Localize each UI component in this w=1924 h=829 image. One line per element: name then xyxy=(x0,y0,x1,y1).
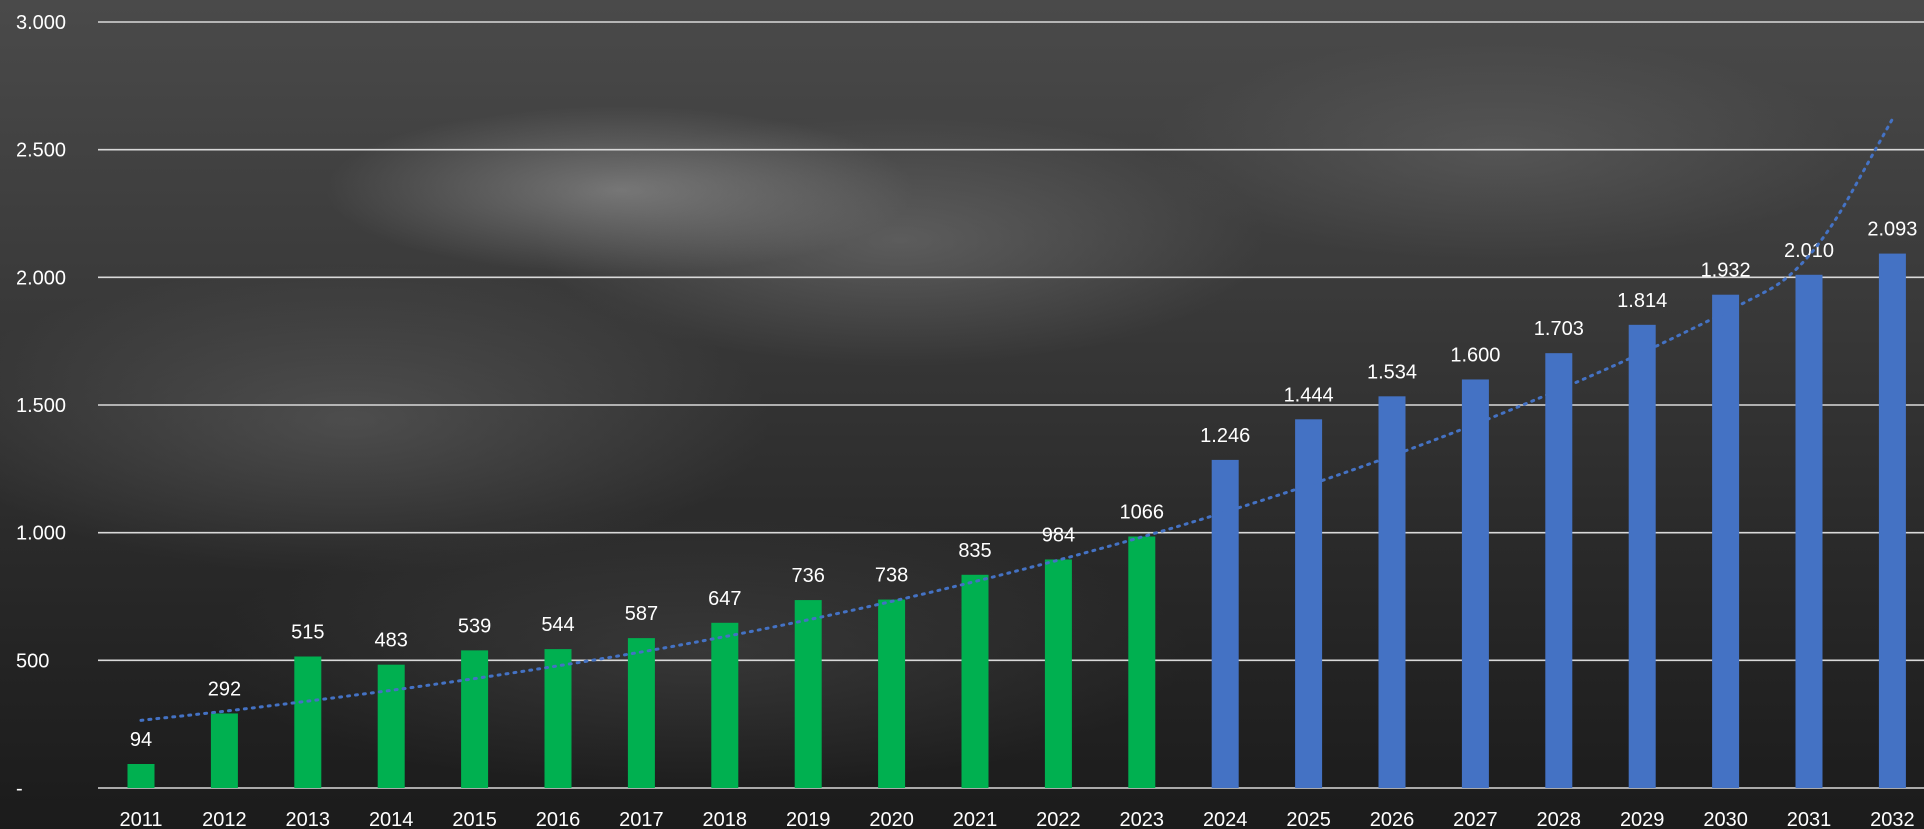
bar-2011 xyxy=(127,763,155,788)
data-label-2023: 1066 xyxy=(1120,501,1165,523)
data-label-2018: 647 xyxy=(708,588,741,610)
x-tick-label-2019: 2019 xyxy=(786,809,831,829)
bar-2018 xyxy=(711,622,739,788)
x-tick-label-2021: 2021 xyxy=(953,809,998,829)
bar-2021 xyxy=(961,574,989,788)
bar-2026 xyxy=(1378,396,1406,788)
x-tick-label-2018: 2018 xyxy=(703,809,748,829)
x-tick-label-2032: 2032 xyxy=(1870,809,1915,829)
data-label-2032: 2.093 xyxy=(1867,219,1917,241)
bar-2022 xyxy=(1044,559,1072,788)
y-tick-label: - xyxy=(16,778,23,800)
data-label-2017: 587 xyxy=(625,603,658,625)
y-tick-label: 2.000 xyxy=(16,267,66,289)
x-tick-label-2025: 2025 xyxy=(1286,809,1331,829)
bar-2032 xyxy=(1878,253,1906,788)
x-tick-label-2028: 2028 xyxy=(1537,809,1582,829)
bar-2013 xyxy=(294,656,322,788)
bar-2017 xyxy=(627,638,655,788)
y-tick-label: 1.000 xyxy=(16,523,66,545)
x-tick-label-2030: 2030 xyxy=(1703,809,1748,829)
y-tick-label: 500 xyxy=(16,650,49,672)
data-label-2012: 292 xyxy=(208,678,241,700)
x-tick-label-2013: 2013 xyxy=(286,809,331,829)
data-label-2031: 2.010 xyxy=(1784,240,1834,262)
bar-2031 xyxy=(1795,274,1823,788)
x-tick-label-2029: 2029 xyxy=(1620,809,1665,829)
bar-2014 xyxy=(377,664,405,788)
data-label-2029: 1.814 xyxy=(1617,290,1667,312)
x-tick-label-2016: 2016 xyxy=(536,809,581,829)
x-tick-label-2012: 2012 xyxy=(202,809,247,829)
data-label-2015: 539 xyxy=(458,615,491,637)
bar-2015 xyxy=(461,650,489,788)
data-label-2021: 835 xyxy=(958,540,991,562)
bar-2030 xyxy=(1712,294,1740,788)
data-label-2030: 1.932 xyxy=(1701,260,1751,282)
data-label-2026: 1.534 xyxy=(1367,361,1417,383)
x-tick-label-2026: 2026 xyxy=(1370,809,1415,829)
bar-2023 xyxy=(1128,536,1156,788)
bar-2027 xyxy=(1461,379,1489,788)
data-label-2028: 1.703 xyxy=(1534,318,1584,340)
bar-2020 xyxy=(878,599,906,788)
y-tick-label: 2.500 xyxy=(16,140,66,162)
x-tick-label-2024: 2024 xyxy=(1203,809,1248,829)
data-label-2020: 738 xyxy=(875,565,908,587)
x-tick-label-2027: 2027 xyxy=(1453,809,1498,829)
bar-2028 xyxy=(1545,353,1573,788)
bar-2016 xyxy=(544,649,572,788)
data-label-2025: 1.444 xyxy=(1284,384,1334,406)
x-tick-label-2017: 2017 xyxy=(619,809,664,829)
bar-2029 xyxy=(1628,324,1656,788)
data-label-2022: 984 xyxy=(1042,524,1075,546)
x-tick-label-2022: 2022 xyxy=(1036,809,1081,829)
data-label-2019: 736 xyxy=(792,565,825,587)
data-label-2027: 1.600 xyxy=(1450,344,1500,366)
bar-2019 xyxy=(794,600,822,788)
data-label-2016: 544 xyxy=(541,614,574,636)
y-tick-label: 1.500 xyxy=(16,395,66,417)
x-tick-label-2014: 2014 xyxy=(369,809,414,829)
bar-2025 xyxy=(1295,419,1323,788)
x-tick-label-2011: 2011 xyxy=(119,809,162,829)
data-label-2024: 1.246 xyxy=(1200,425,1250,447)
x-tick-label-2020: 2020 xyxy=(869,809,914,829)
x-tick-label-2031: 2031 xyxy=(1787,809,1832,829)
bar-2012 xyxy=(210,713,238,788)
data-label-2011: 94 xyxy=(130,729,152,751)
trendline xyxy=(139,117,1894,722)
x-tick-label-2015: 2015 xyxy=(452,809,497,829)
data-label-2014: 483 xyxy=(375,630,408,652)
y-tick-label: 3.000 xyxy=(16,12,66,34)
bar-2024 xyxy=(1211,459,1239,788)
x-tick-label-2023: 2023 xyxy=(1120,809,1165,829)
data-label-2013: 515 xyxy=(291,622,324,644)
